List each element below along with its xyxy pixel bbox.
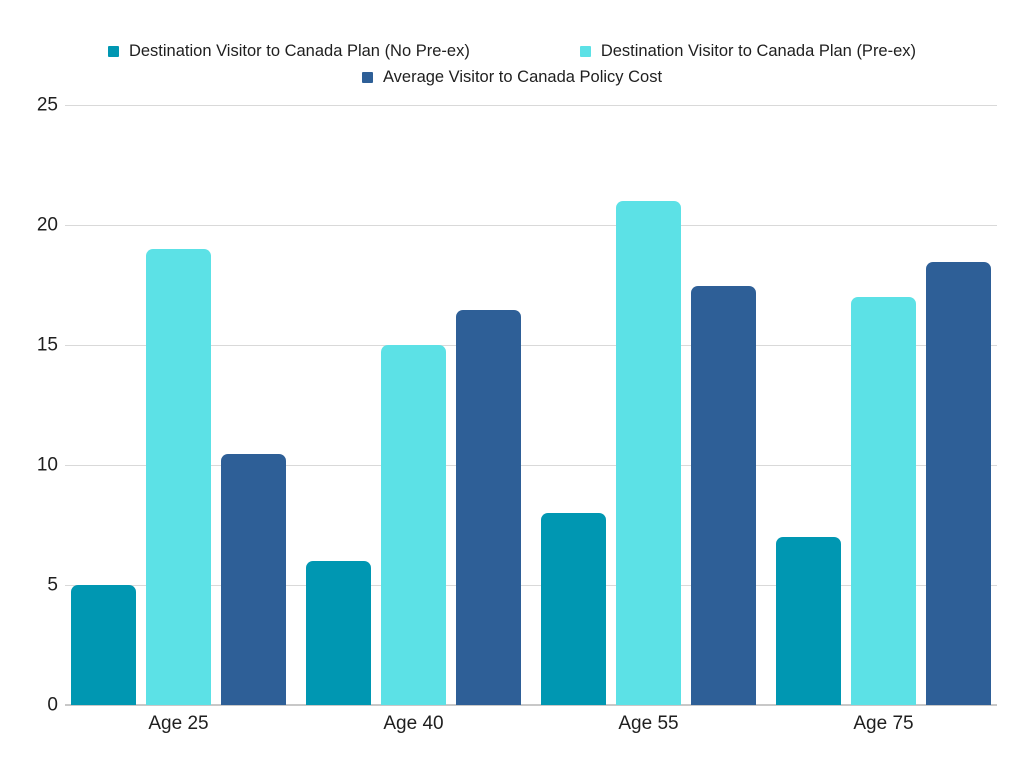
legend-item-destination-visitor-to-canada-plan-pre-ex: Destination Visitor to Canada Plan (Pre-…: [579, 40, 917, 63]
bar-age-55-average-visitor-to-canada-policy-cost: [691, 286, 756, 705]
bar-age-25-destination-visitor-to-canada-plan-no-pre-ex: [71, 585, 136, 705]
y-axis-tick-labels: 0 5 10 15 20 25: [0, 96, 58, 715]
gridline-15: [65, 344, 997, 346]
bar-age-75-average-visitor-to-canada-policy-cost: [926, 262, 991, 705]
bar-group-age-75: [776, 262, 991, 705]
square-swatch-icon: [361, 72, 373, 83]
bar-group-age-25: [71, 249, 286, 705]
gridline-25: [65, 104, 997, 106]
bar-age-75-destination-visitor-to-canada-plan-pre-ex: [851, 297, 916, 705]
y-tick-label-25: 25: [36, 94, 58, 116]
x-tick-label-age-55: Age 55: [618, 713, 679, 734]
bar-age-40-destination-visitor-to-canada-plan-no-pre-ex: [306, 561, 371, 705]
bar-age-25-destination-visitor-to-canada-plan-pre-ex: [146, 249, 211, 705]
x-axis-tick-labels: Age 25 Age 40 Age 55 Age 75: [65, 713, 997, 735]
gridline-20: [65, 224, 997, 226]
bar-age-55-destination-visitor-to-canada-plan-pre-ex: [616, 201, 681, 705]
square-swatch-icon: [579, 46, 591, 57]
y-tick-label-10: 10: [36, 454, 58, 476]
legend-item-destination-visitor-to-canada-plan-no-pre-ex: Destination Visitor to Canada Plan (No P…: [107, 40, 470, 63]
x-tick-label-age-40: Age 40: [383, 713, 444, 734]
bar-age-40-destination-visitor-to-canada-plan-pre-ex: [381, 345, 446, 705]
bars-layer: [65, 105, 997, 705]
bar-age-55-destination-visitor-to-canada-plan-no-pre-ex: [541, 513, 606, 705]
bar-age-75-destination-visitor-to-canada-plan-no-pre-ex: [776, 537, 841, 705]
bar-group-age-55: [541, 201, 756, 705]
y-tick-label-0: 0: [47, 694, 58, 716]
x-axis-line: [65, 704, 997, 706]
bar-age-40-average-visitor-to-canada-policy-cost: [456, 310, 521, 705]
y-tick-label-5: 5: [47, 574, 58, 596]
legend-label: Destination Visitor to Canada Plan (Pre-…: [600, 42, 917, 60]
x-tick-label-age-25: Age 25: [148, 713, 209, 734]
legend-label: Average Visitor to Canada Policy Cost: [382, 68, 663, 86]
y-tick-label-15: 15: [36, 334, 58, 356]
plot-area: [65, 104, 997, 706]
x-tick-label-age-75: Age 75: [853, 713, 914, 734]
gridline-10: [65, 464, 997, 466]
legend-label: Destination Visitor to Canada Plan (No P…: [128, 42, 470, 60]
square-swatch-icon: [107, 46, 119, 57]
y-tick-label-20: 20: [36, 214, 58, 236]
gridline-5: [65, 584, 997, 586]
legend-item-average-visitor-to-canada-policy-cost: Average Visitor to Canada Policy Cost: [361, 66, 663, 89]
bar-age-25-average-visitor-to-canada-policy-cost: [221, 454, 286, 705]
chart-legend: Destination Visitor to Canada Plan (No P…: [0, 40, 1024, 89]
bar-group-age-40: [306, 310, 521, 705]
